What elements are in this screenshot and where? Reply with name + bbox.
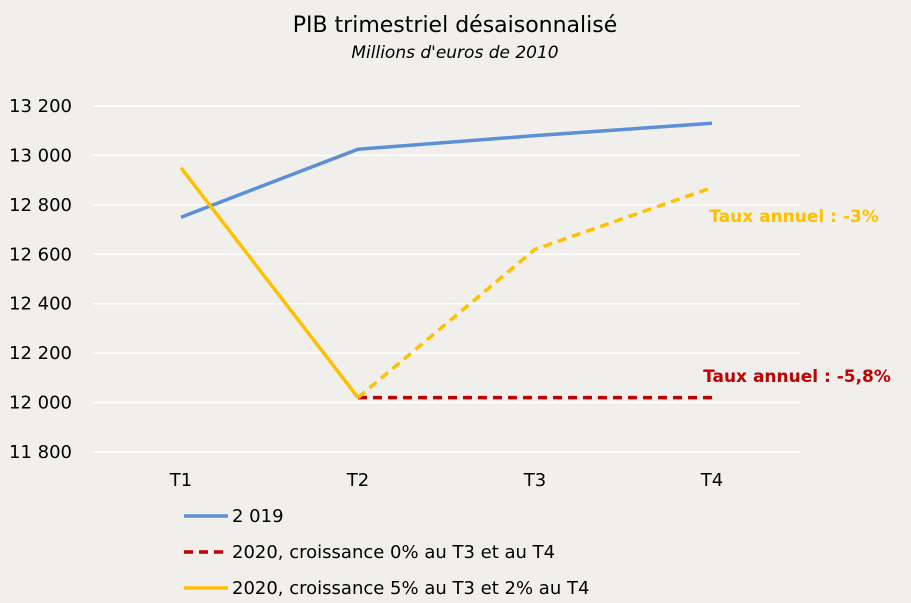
legend-label: 2020, croissance 0% au T3 et au T4 [232,542,555,563]
y-tick-label: 11 800 [9,442,72,463]
gridlines [93,105,800,453]
chart-subtitle: Millions d'euros de 2010 [351,43,558,63]
x-tick-label: T1 [169,470,192,491]
y-tick-label: 12 200 [9,343,72,364]
chart-title: PIB trimestriel désaisonnalisé [293,13,618,38]
x-tick-label: T2 [346,470,369,491]
annotation-red: Taux annuel : -5,8% [703,367,891,387]
series-line-2-dashed [356,185,713,399]
y-tick-label: 13 200 [9,96,72,117]
y-tick-label: 12 000 [9,393,72,414]
legend-label: 2 019 [232,506,284,527]
y-tick-label: 12 600 [9,244,72,265]
series-line-0 [180,121,713,219]
series-lines [179,121,713,400]
annotation-yellow: Taux annuel : -3% [709,207,879,227]
y-axis: 11 800 12 000 12 200 12 400 12 600 12 800 13 0… [9,96,72,463]
x-tick-label: T4 [700,470,723,491]
x-tick-label: T3 [523,470,546,491]
y-tick-label: 12 400 [9,294,72,315]
series-line-2-solid [179,166,360,399]
y-tick-label: 12 800 [9,195,72,216]
y-tick-label: 13 000 [9,145,72,166]
legend-label: 2020, croissance 5% au T3 et 2% au T4 [232,578,589,599]
legend: 2 019 2020, croissance 0% au T3 et au T4 2… [184,506,589,599]
x-axis: T1 T2 T3 T4 [169,470,723,491]
